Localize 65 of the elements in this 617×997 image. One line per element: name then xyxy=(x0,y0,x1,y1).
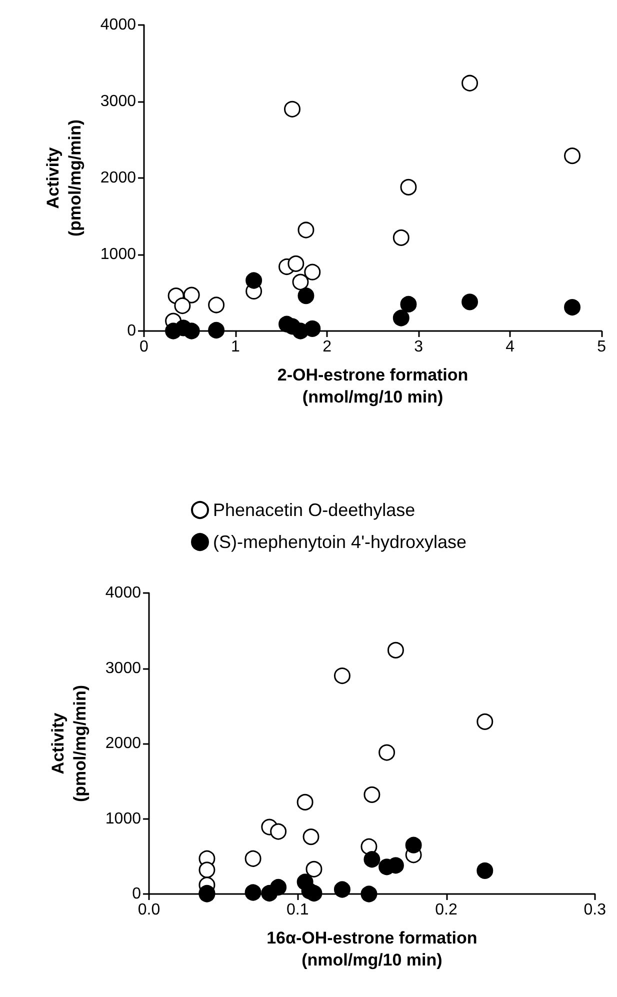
y-tick-label: 2000 xyxy=(105,735,142,752)
point xyxy=(183,286,200,304)
y-axis-title: Activity (pmol/mg/min) xyxy=(48,684,90,802)
y-tick-label: 4000 xyxy=(105,584,142,602)
y-axis-title: Activity (pmol/mg/min) xyxy=(44,119,84,237)
point xyxy=(364,851,380,868)
y-tick-label: 2000 xyxy=(100,170,136,186)
point xyxy=(392,310,410,326)
point xyxy=(364,786,380,803)
point xyxy=(174,298,191,314)
x-tick-label: 0.2 xyxy=(435,902,458,918)
point xyxy=(198,862,216,878)
point xyxy=(392,229,410,246)
point xyxy=(400,178,417,196)
legend-label: (S)-mephenytoin 4'-hydroxylase xyxy=(213,532,467,552)
point xyxy=(334,668,350,684)
point xyxy=(306,860,322,878)
point xyxy=(360,886,378,902)
point xyxy=(244,884,262,901)
y-tick-label: 4000 xyxy=(100,16,136,34)
point xyxy=(208,296,225,314)
y-tick-label: 0 xyxy=(127,322,136,340)
x-tick-label: 5 xyxy=(597,338,606,356)
point xyxy=(360,838,378,855)
point xyxy=(564,148,581,164)
point xyxy=(284,100,300,118)
x-axis-title: 2-OH-estrone formation (nmol/mg/10 min) xyxy=(277,365,468,406)
point xyxy=(288,255,304,272)
point xyxy=(476,862,494,879)
point xyxy=(208,322,225,338)
point xyxy=(462,294,478,310)
y-tick-label: 0 xyxy=(132,886,142,902)
y-tick-label: 3000 xyxy=(100,93,136,110)
point xyxy=(183,322,200,340)
point xyxy=(304,264,321,280)
point xyxy=(296,794,314,810)
point xyxy=(378,744,396,761)
x-axis-title: 16α-OH-estrone formation (nmol/mg/10 min) xyxy=(266,928,478,970)
point xyxy=(298,222,314,238)
point xyxy=(270,823,287,840)
point xyxy=(564,299,581,316)
x-tick-label: 0.1 xyxy=(286,902,309,918)
point xyxy=(387,642,404,658)
x-tick-label: 0.3 xyxy=(584,902,606,918)
point xyxy=(244,850,262,867)
x-tick-label: 3 xyxy=(414,338,424,356)
point xyxy=(334,881,350,898)
y-tick-label: 1000 xyxy=(100,246,136,263)
point xyxy=(302,828,320,846)
x-tick-label: 4 xyxy=(506,338,515,356)
x-tick-label: 2 xyxy=(322,338,332,356)
y-tick-label: 3000 xyxy=(105,660,142,677)
x-tick-label: 0.0 xyxy=(138,902,160,918)
legend-label: Phenacetin O-deethylase xyxy=(213,500,416,520)
point xyxy=(292,274,309,290)
point xyxy=(462,74,478,92)
point xyxy=(476,713,494,730)
point xyxy=(246,272,262,289)
x-tick-label: 1 xyxy=(231,338,240,356)
point xyxy=(270,878,287,896)
point xyxy=(405,836,422,854)
y-tick-label: 1000 xyxy=(105,810,142,828)
point xyxy=(400,296,417,312)
point xyxy=(298,288,314,304)
point xyxy=(304,320,321,337)
